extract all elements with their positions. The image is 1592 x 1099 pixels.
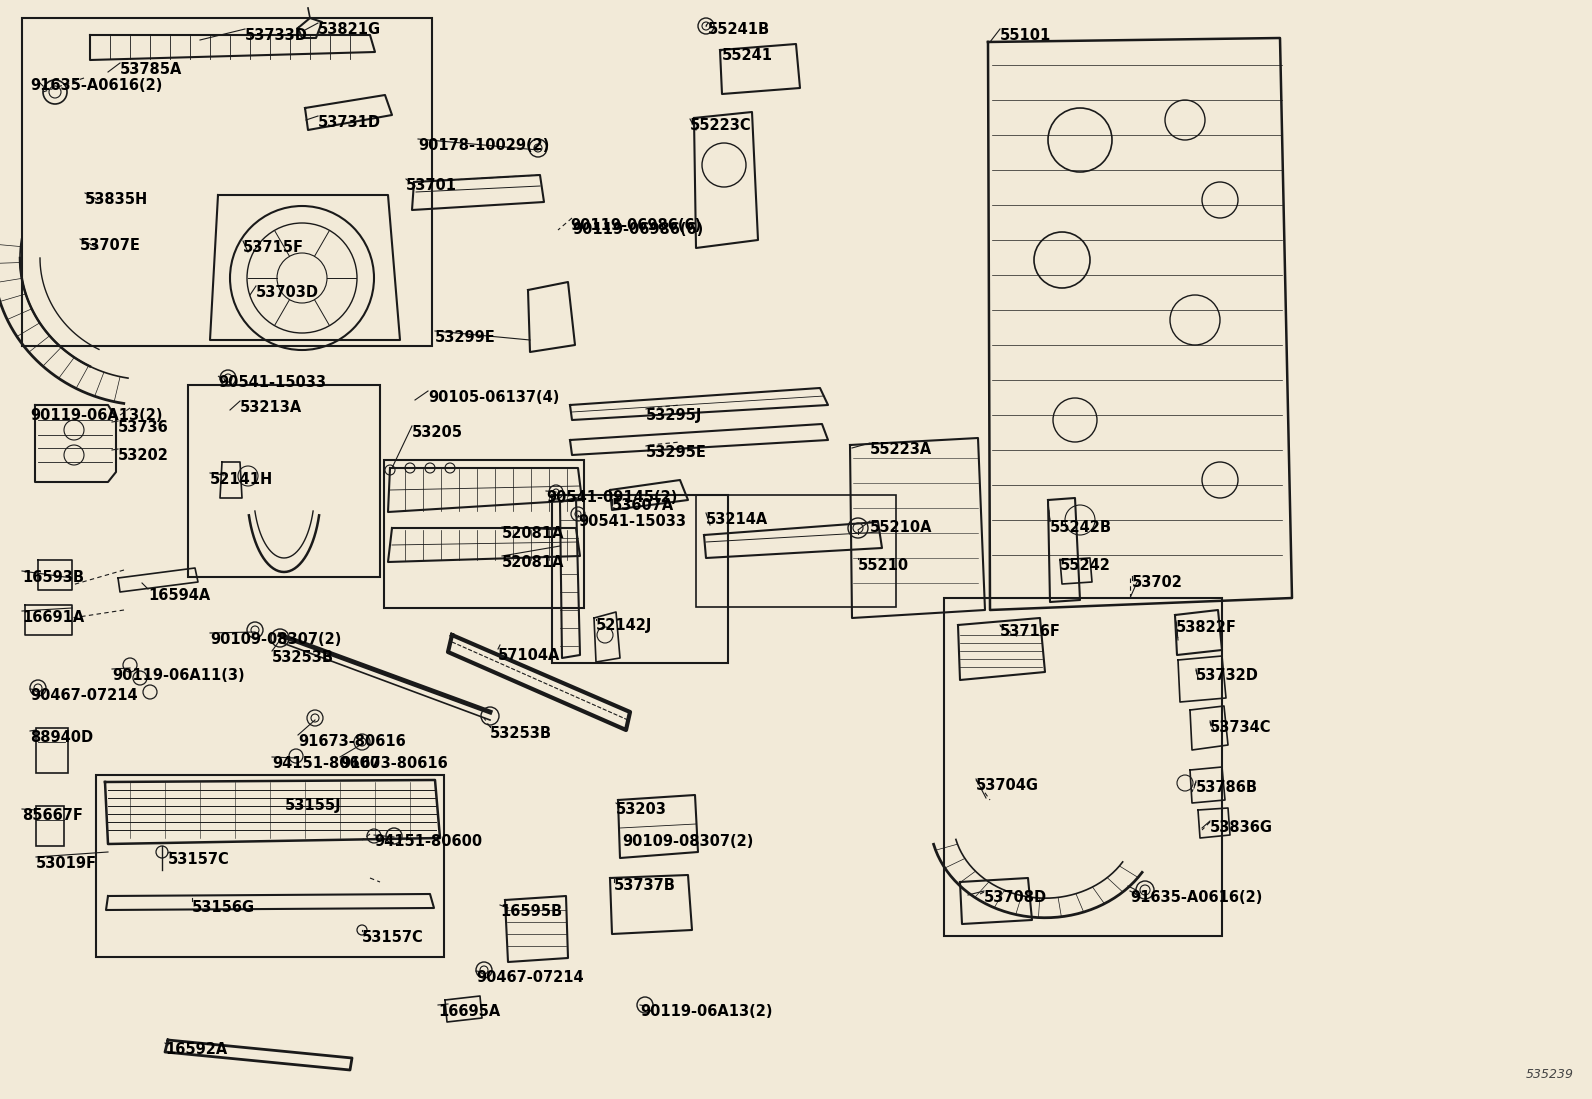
Text: 90119-06986(6): 90119-06986(6) — [572, 222, 704, 237]
Text: 55242: 55242 — [1060, 558, 1111, 573]
Text: 16595B: 16595B — [500, 904, 562, 919]
Text: 53733D: 53733D — [245, 27, 307, 43]
Text: 55241: 55241 — [723, 48, 774, 63]
Text: 53295E: 53295E — [646, 445, 707, 460]
Text: 53732D: 53732D — [1196, 668, 1259, 682]
Text: 55242B: 55242B — [1051, 520, 1111, 535]
Text: 53157C: 53157C — [361, 930, 423, 945]
Text: 91673-80616: 91673-80616 — [298, 734, 406, 750]
Text: 90119-06A13(2): 90119-06A13(2) — [640, 1004, 772, 1019]
Bar — [552, 495, 728, 663]
Text: 53704G: 53704G — [976, 778, 1040, 793]
Text: 53607A: 53607A — [611, 498, 675, 513]
Text: 53715F: 53715F — [244, 240, 304, 255]
Text: 53708D: 53708D — [984, 890, 1048, 904]
Text: 53155J: 53155J — [285, 798, 342, 813]
Text: 53157C: 53157C — [169, 852, 229, 867]
Text: 53702: 53702 — [1132, 575, 1183, 590]
Text: 90178-10029(2): 90178-10029(2) — [419, 138, 549, 153]
Text: 55210A: 55210A — [869, 520, 933, 535]
Text: 53731D: 53731D — [318, 115, 380, 130]
Text: 94151-80600: 94151-80600 — [272, 756, 380, 771]
Text: 94151-80600: 94151-80600 — [374, 834, 482, 850]
Text: 90119-06A11(3): 90119-06A11(3) — [111, 668, 245, 682]
Text: 53822F: 53822F — [1176, 620, 1237, 635]
Text: 53213A: 53213A — [240, 400, 302, 415]
Bar — [22, 18, 431, 346]
Text: 53203: 53203 — [616, 802, 667, 817]
Text: 53202: 53202 — [118, 448, 169, 463]
Text: 52141H: 52141H — [210, 471, 274, 487]
Text: 90105-06137(4): 90105-06137(4) — [428, 390, 559, 406]
Text: 53019F: 53019F — [37, 856, 97, 872]
Text: 85667F: 85667F — [22, 808, 83, 823]
Text: 90467-07214: 90467-07214 — [30, 688, 137, 703]
Text: 53701: 53701 — [406, 178, 457, 193]
Text: 53835H: 53835H — [84, 192, 148, 207]
Text: 90541-15033: 90541-15033 — [578, 514, 686, 529]
Text: 90541-09145(2): 90541-09145(2) — [546, 490, 677, 506]
Bar — [37, 806, 64, 846]
Text: 53785A: 53785A — [119, 62, 183, 77]
Text: 55223A: 55223A — [869, 442, 933, 457]
Text: 53737B: 53737B — [615, 878, 677, 893]
Text: 53156G: 53156G — [193, 900, 255, 915]
Text: 55241B: 55241B — [708, 22, 771, 37]
Text: 91635-A0616(2): 91635-A0616(2) — [30, 78, 162, 93]
Text: 53716F: 53716F — [1000, 624, 1060, 639]
Text: 91635-A0616(2): 91635-A0616(2) — [1130, 890, 1262, 904]
Text: 55101: 55101 — [1000, 27, 1051, 43]
Text: 16594A: 16594A — [148, 588, 210, 603]
Bar — [696, 495, 896, 607]
Bar — [944, 598, 1223, 936]
Text: 535239: 535239 — [1527, 1068, 1574, 1081]
Text: 53253B: 53253B — [490, 726, 552, 741]
Text: 53707E: 53707E — [80, 238, 140, 253]
Bar — [96, 775, 444, 957]
Text: 53703D: 53703D — [256, 285, 318, 300]
Text: 90119-06986(6): 90119-06986(6) — [570, 218, 700, 233]
Text: 53736: 53736 — [118, 420, 169, 435]
Text: 53734C: 53734C — [1210, 720, 1272, 735]
Text: 57104A: 57104A — [498, 648, 560, 663]
Text: 52081A: 52081A — [501, 555, 565, 570]
Bar — [37, 728, 68, 773]
Text: 90109-08307(2): 90109-08307(2) — [210, 632, 341, 647]
Text: 53836G: 53836G — [1210, 820, 1274, 835]
Text: 53205: 53205 — [412, 425, 463, 440]
Text: 53295J: 53295J — [646, 408, 702, 423]
Text: 88940D: 88940D — [30, 730, 92, 745]
Text: 53786B: 53786B — [1196, 780, 1258, 795]
Text: 52081A: 52081A — [501, 526, 565, 541]
Text: 90541-15033: 90541-15033 — [218, 375, 326, 390]
Text: 55210: 55210 — [858, 558, 909, 573]
Text: 53214A: 53214A — [705, 512, 769, 528]
Text: 16592A: 16592A — [166, 1042, 228, 1057]
Text: 90119-06A13(2): 90119-06A13(2) — [30, 408, 162, 423]
Text: 90467-07214: 90467-07214 — [476, 970, 584, 985]
Text: 52142J: 52142J — [595, 618, 653, 633]
Text: 16691A: 16691A — [22, 610, 84, 625]
Text: 53821G: 53821G — [318, 22, 380, 37]
Text: 91673-80616: 91673-80616 — [341, 756, 447, 771]
Bar — [384, 460, 584, 608]
Text: 55223C: 55223C — [689, 118, 751, 133]
Text: 53253B: 53253B — [272, 650, 334, 665]
Text: 16593B: 16593B — [22, 570, 84, 585]
Bar — [188, 385, 380, 577]
Text: 53299E: 53299E — [435, 330, 495, 345]
Text: 16695A: 16695A — [438, 1004, 500, 1019]
Text: 90109-08307(2): 90109-08307(2) — [622, 834, 753, 850]
